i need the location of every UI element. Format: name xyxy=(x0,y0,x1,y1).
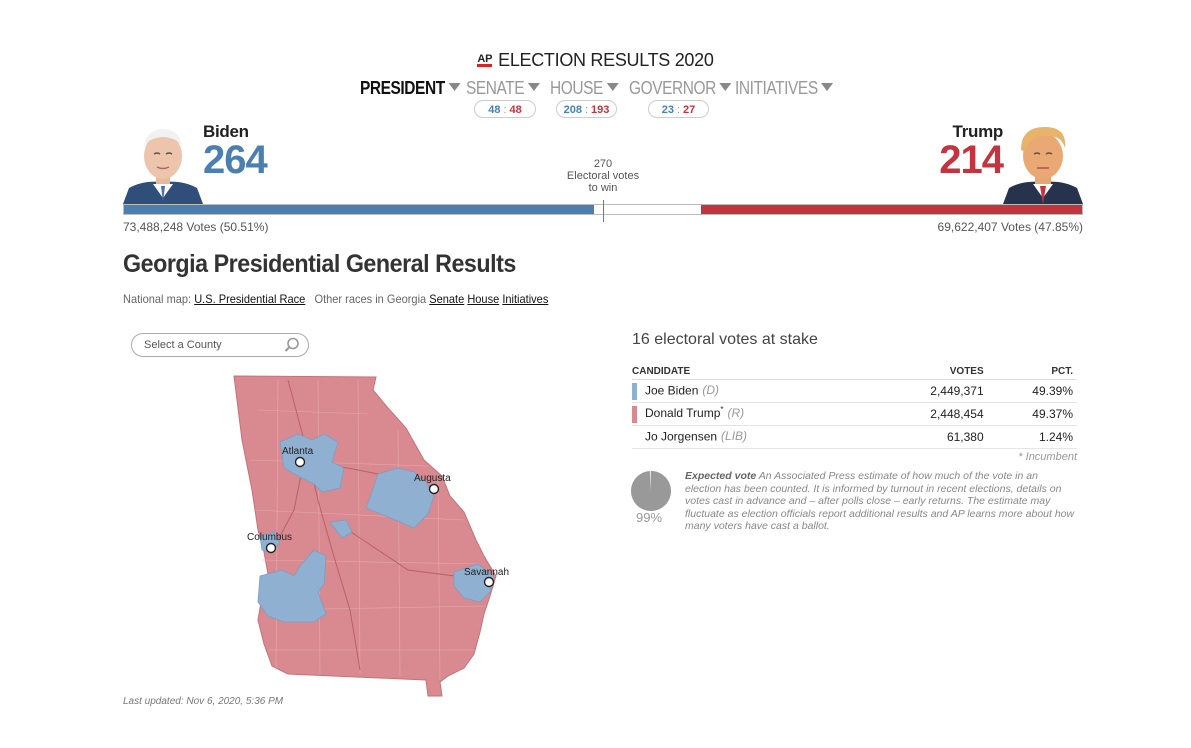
col-votes: VOTES xyxy=(872,364,984,380)
table-row: Donald Trump* (R) 2,448,454 49.37% xyxy=(632,402,1077,426)
search-icon[interactable] xyxy=(284,337,300,358)
city-label-columbus: Columbus xyxy=(247,532,292,543)
candidate-party: (D) xyxy=(702,383,720,398)
rep-swatch xyxy=(632,405,637,423)
candidate-pct: 49.37% xyxy=(983,402,1077,426)
city-marker-augusta xyxy=(428,483,440,495)
ap-logo: AP xyxy=(477,53,493,67)
candidate-votes: 2,448,454 xyxy=(872,402,984,426)
central-region xyxy=(329,519,353,539)
city-marker-atlanta xyxy=(294,456,306,468)
expected-vote-text: An Associated Press estimate of how much… xyxy=(685,470,1075,532)
expected-vote-title: Expected vote xyxy=(685,470,757,482)
georgia-county-map[interactable]: Atlanta Augusta Columbus Savannah xyxy=(228,370,528,705)
chevron-down-icon xyxy=(821,83,834,91)
national-map-label: National map: xyxy=(123,292,192,306)
expected-vote-description: Expected vote An Associated Press estima… xyxy=(685,470,1075,533)
brand-header: AP ELECTION RESULTS 2020 xyxy=(0,50,1191,71)
governor-rep-count: 27 xyxy=(683,104,696,116)
results-table: CANDIDATE VOTES PCT. Joe Biden (D) 2,449,… xyxy=(632,364,1077,449)
city-label-augusta: Augusta xyxy=(414,473,451,484)
chevron-down-icon xyxy=(606,83,619,91)
initiatives-link[interactable]: Initiatives xyxy=(502,292,549,306)
southwest-region xyxy=(257,549,327,623)
table-row: Jo Jorgensen (LIB) 61,380 1.24% xyxy=(632,425,1077,449)
tab-president[interactable]: PRESIDENT xyxy=(360,78,461,99)
chevron-down-icon xyxy=(448,83,461,91)
candidate-name: Donald Trump xyxy=(645,406,721,421)
no-swatch xyxy=(632,429,637,446)
senate-dem-count: 48 xyxy=(488,104,501,116)
savannah-region xyxy=(453,563,495,603)
trump-electoral-votes: 214 xyxy=(939,138,1004,182)
candidate-votes: 2,449,371 xyxy=(872,379,984,403)
senate-balance-badge: 48:48 xyxy=(474,100,536,118)
last-updated: Last updated: Nov 6, 2020, 5:36 PM xyxy=(123,696,284,707)
tab-senate[interactable]: SENATE xyxy=(466,78,540,99)
candidate-party: (LIB) xyxy=(721,429,748,444)
to-win-text-line2: to win xyxy=(588,182,618,194)
national-race-link[interactable]: U.S. Presidential Race xyxy=(194,292,306,306)
biden-portrait xyxy=(123,118,203,204)
col-pct: PCT. xyxy=(983,364,1077,380)
biden-electoral-votes: 264 xyxy=(203,138,268,182)
city-marker-savannah xyxy=(483,576,495,588)
other-races-label: Other races in Georgia xyxy=(314,292,427,306)
win-threshold-marker xyxy=(603,200,604,222)
governor-balance-badge: 23:27 xyxy=(648,100,709,118)
senate-rep-count: 48 xyxy=(509,104,522,116)
biden-popular-votes: 73,488,248 Votes (50.51%) xyxy=(123,220,269,234)
trump-name: Trump xyxy=(952,122,1004,141)
candidate-name: Jo Jorgensen xyxy=(645,429,718,444)
candidate-party: (R) xyxy=(727,406,745,421)
incumbent-mark: * xyxy=(720,405,724,415)
election-title: ELECTION RESULTS 2020 xyxy=(498,50,714,70)
expected-vote-pct: 99% xyxy=(636,510,663,525)
city-label-savannah: Savannah xyxy=(464,567,509,578)
incumbent-note: * Incumbent xyxy=(1018,451,1077,463)
dem-swatch xyxy=(632,382,637,400)
candidate-votes: 61,380 xyxy=(872,425,984,449)
to-win-text-line1: Electoral votes xyxy=(566,170,640,182)
house-dem-count: 208 xyxy=(563,104,582,116)
augusta-region xyxy=(365,467,435,529)
table-row: Joe Biden (D) 2,449,371 49.39% xyxy=(632,379,1077,403)
to-win-label: 270 Electoral votes to win xyxy=(553,158,653,194)
tab-senate-label: SENATE xyxy=(466,78,525,98)
candidate-name: Joe Biden xyxy=(645,383,699,398)
governor-dem-count: 23 xyxy=(661,104,674,116)
house-rep-count: 193 xyxy=(591,104,610,116)
county-search[interactable] xyxy=(131,333,309,357)
house-link[interactable]: House xyxy=(467,292,500,306)
tab-governor[interactable]: GOVERNOR xyxy=(629,78,732,99)
chevron-down-icon xyxy=(527,83,540,91)
tab-house-label: HOUSE xyxy=(550,78,603,98)
city-label-atlanta: Atlanta xyxy=(282,446,314,457)
chevron-down-icon xyxy=(719,83,732,91)
tab-president-label: PRESIDENT xyxy=(360,78,445,98)
tab-governor-label: GOVERNOR xyxy=(629,78,716,98)
house-balance-badge: 208:193 xyxy=(556,100,617,118)
senate-link[interactable]: Senate xyxy=(429,292,465,306)
race-links: National map: U.S. Presidential Race Oth… xyxy=(123,292,548,306)
col-candidate: CANDIDATE xyxy=(632,364,873,380)
dem-bar-fill xyxy=(124,205,595,214)
atlanta-metro-region xyxy=(279,433,345,493)
tab-initiatives[interactable]: INITIATIVES xyxy=(735,78,834,99)
tab-initiatives-label: INITIATIVES xyxy=(735,78,818,98)
rep-bar-fill xyxy=(700,205,1082,214)
page-title: Georgia Presidential General Results xyxy=(123,250,516,278)
trump-portrait xyxy=(1003,118,1083,204)
county-search-input[interactable] xyxy=(142,338,286,352)
electoral-votes-at-stake: 16 electoral votes at stake xyxy=(632,331,818,348)
biden-name: Biden xyxy=(203,122,249,141)
expected-vote-pie xyxy=(630,470,672,517)
city-marker-columbus xyxy=(265,542,277,554)
to-win-number: 270 xyxy=(593,158,613,170)
tab-house[interactable]: HOUSE xyxy=(550,78,619,99)
candidate-pct: 1.24% xyxy=(983,425,1077,449)
candidate-pct: 49.39% xyxy=(983,379,1077,403)
trump-popular-votes: 69,622,407 Votes (47.85%) xyxy=(937,220,1083,234)
